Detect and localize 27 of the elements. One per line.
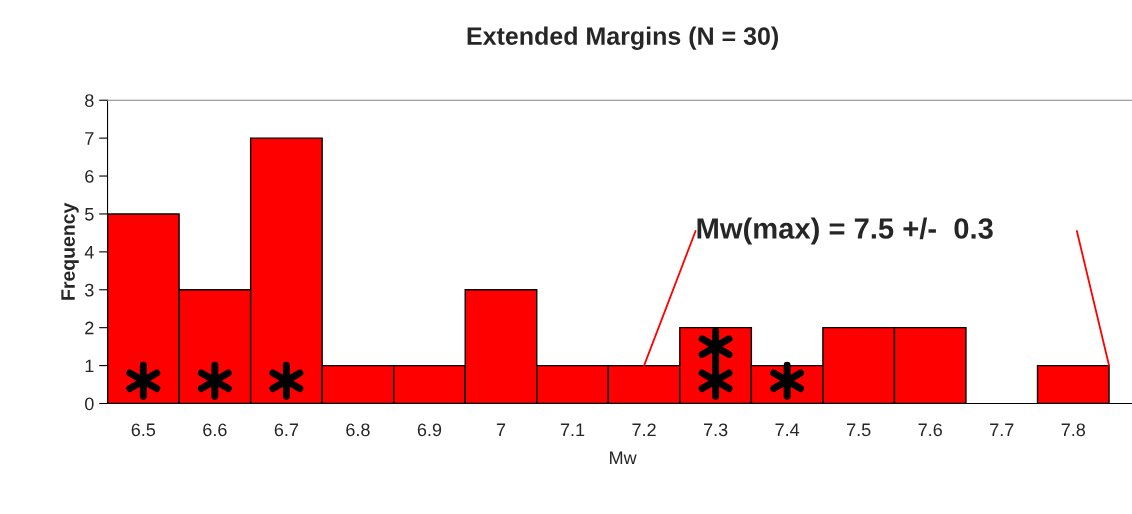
y-tick-label: 8 <box>85 94 94 107</box>
y-tick-label: 5 <box>85 208 94 221</box>
annotation: Mw(max) = 7.5 +/- 0.3 <box>697 217 993 245</box>
chart-title: Extended Margins (N = 30) <box>467 26 778 50</box>
x-tick-label: 6.8 <box>346 423 370 437</box>
x-tick-label: 6.7 <box>274 423 299 437</box>
x-tick-label: 7.5 <box>847 423 871 437</box>
x-tick-label: 7.8 <box>1061 423 1086 437</box>
y-tick-label: 0 <box>85 397 94 411</box>
x-tick-label: 6.9 <box>417 423 442 437</box>
x-tick-label: 7.1 <box>560 423 585 437</box>
x-tick-label: 7.2 <box>632 423 656 437</box>
y-tick-label: 4 <box>84 245 94 259</box>
x-tick-label: 7.4 <box>775 423 800 437</box>
y-tick-label: 3 <box>84 283 94 297</box>
x-tick-label: 6.6 <box>203 423 227 437</box>
y-tick-label: 1 <box>85 359 94 373</box>
x-tick-label: 7 <box>496 423 506 437</box>
y-axis-title: Frequency <box>61 202 79 300</box>
x-tick-label: 7.7 <box>990 423 1014 437</box>
x-tick-label: 7.3 <box>703 423 728 437</box>
x-tick-label: 6.5 <box>131 423 156 437</box>
y-tick-label: 6 <box>85 169 94 183</box>
y-tick-label: 2 <box>85 321 94 335</box>
x-axis-title: Mw <box>610 451 637 464</box>
y-tick-label: 7 <box>85 132 94 145</box>
x-tick-label: 7.6 <box>918 423 942 437</box>
